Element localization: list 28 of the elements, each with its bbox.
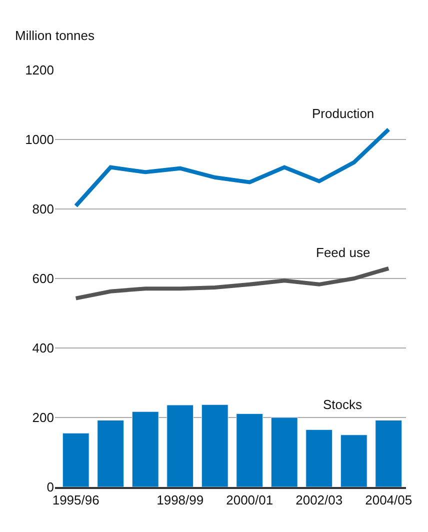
bar (132, 411, 159, 487)
x-tick-label: 1995/96 (52, 492, 100, 508)
y-tick-label: 1000 (25, 132, 54, 148)
bar (97, 420, 124, 487)
series-label: Stocks (323, 397, 363, 412)
bar (166, 404, 194, 487)
y-tick-label: 400 (32, 340, 54, 356)
x-tick-label: 2004/05 (365, 492, 412, 508)
y-tick-label: 800 (32, 202, 54, 217)
y-tick-label: 200 (32, 410, 54, 426)
bar (201, 404, 228, 487)
y-tick-label: 0 (46, 480, 54, 495)
bar (340, 434, 368, 487)
bar (375, 420, 402, 487)
line-series (74, 127, 391, 208)
bar (236, 413, 264, 487)
x-tick-label: 2000/01 (226, 492, 274, 508)
line-series (74, 266, 391, 300)
y-axis-title: Million tonnes (15, 28, 95, 43)
x-tick-label: 1998/99 (156, 492, 204, 508)
y-tick-label: 600 (32, 271, 54, 286)
bar (306, 429, 333, 487)
series-label: Feed use (316, 245, 370, 260)
bar (62, 432, 90, 487)
series-label: Production (312, 106, 374, 121)
y-tick-label: 1200 (25, 62, 54, 78)
bar (270, 417, 298, 487)
x-tick-label: 2002/03 (296, 492, 343, 508)
